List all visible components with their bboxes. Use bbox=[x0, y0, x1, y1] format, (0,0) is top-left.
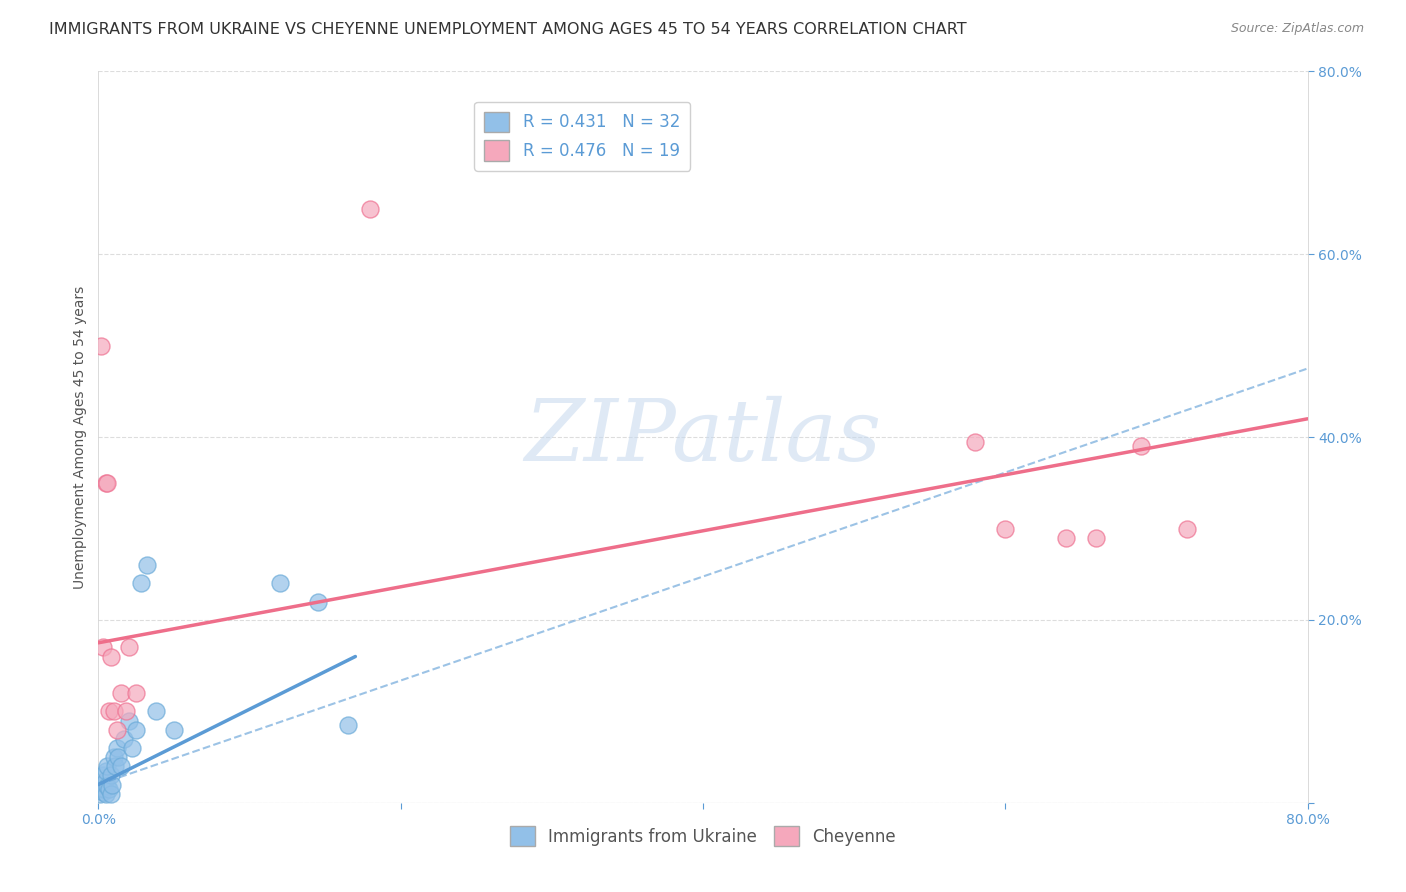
Point bbox=[163, 723, 186, 737]
Point bbox=[104, 759, 127, 773]
Point bbox=[1054, 531, 1077, 545]
Point bbox=[994, 521, 1017, 535]
Point bbox=[90, 778, 112, 792]
Point bbox=[307, 594, 329, 608]
Point bbox=[98, 782, 121, 797]
Point bbox=[112, 731, 135, 746]
Text: Source: ZipAtlas.com: Source: ZipAtlas.com bbox=[1230, 22, 1364, 36]
Point bbox=[145, 705, 167, 719]
Point bbox=[110, 759, 132, 773]
Point bbox=[100, 787, 122, 801]
Y-axis label: Unemployment Among Ages 45 to 54 years: Unemployment Among Ages 45 to 54 years bbox=[73, 285, 87, 589]
Point bbox=[94, 772, 117, 787]
Point bbox=[103, 750, 125, 764]
Point bbox=[1085, 531, 1108, 545]
Point bbox=[103, 705, 125, 719]
Point bbox=[89, 787, 111, 801]
Point bbox=[118, 714, 141, 728]
Point bbox=[110, 686, 132, 700]
Point bbox=[101, 778, 124, 792]
Point bbox=[336, 718, 359, 732]
Point bbox=[100, 768, 122, 782]
Point bbox=[121, 740, 143, 755]
Point bbox=[90, 782, 112, 797]
Point bbox=[360, 202, 382, 216]
Point bbox=[93, 775, 115, 789]
Point bbox=[269, 576, 291, 591]
Point bbox=[94, 475, 117, 490]
Point bbox=[129, 576, 152, 591]
Point bbox=[105, 740, 128, 755]
Point bbox=[96, 759, 118, 773]
Point bbox=[118, 640, 141, 655]
Point bbox=[125, 723, 148, 737]
Point bbox=[125, 686, 148, 700]
Point bbox=[91, 768, 114, 782]
Point bbox=[114, 705, 136, 719]
Point bbox=[965, 434, 987, 449]
Point bbox=[93, 782, 115, 797]
Point bbox=[94, 764, 117, 778]
Legend: Immigrants from Ukraine, Cheyenne: Immigrants from Ukraine, Cheyenne bbox=[503, 820, 903, 853]
Point bbox=[135, 558, 157, 573]
Point bbox=[1175, 521, 1198, 535]
Point bbox=[96, 780, 118, 794]
Point bbox=[100, 649, 122, 664]
Point bbox=[90, 338, 112, 352]
Point bbox=[105, 723, 128, 737]
Point bbox=[91, 785, 114, 799]
Text: ZIPatlas: ZIPatlas bbox=[524, 396, 882, 478]
Point bbox=[91, 640, 114, 655]
Point bbox=[94, 787, 117, 801]
Point bbox=[98, 705, 121, 719]
Point bbox=[1130, 439, 1153, 453]
Point bbox=[107, 750, 129, 764]
Point bbox=[96, 475, 118, 490]
Text: IMMIGRANTS FROM UKRAINE VS CHEYENNE UNEMPLOYMENT AMONG AGES 45 TO 54 YEARS CORRE: IMMIGRANTS FROM UKRAINE VS CHEYENNE UNEM… bbox=[49, 22, 967, 37]
